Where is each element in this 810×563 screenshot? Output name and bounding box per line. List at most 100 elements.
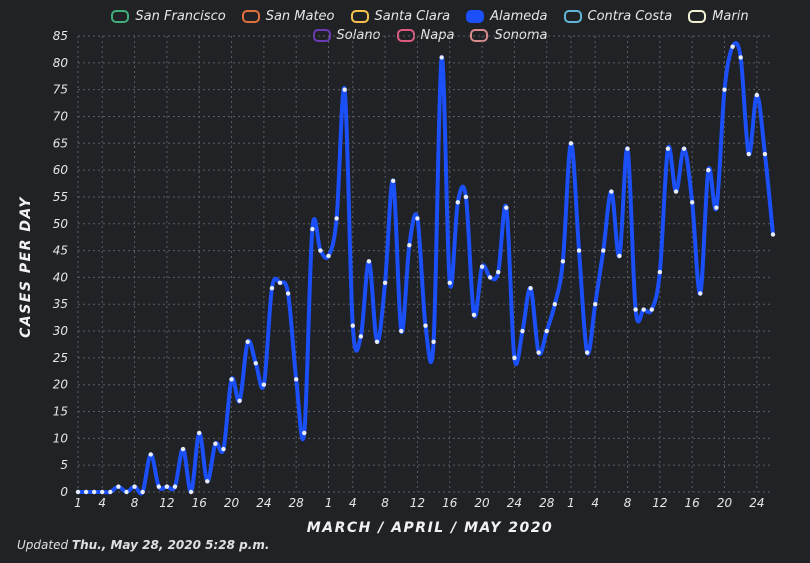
x-tick-label: 16: [442, 496, 458, 510]
data-point: [762, 151, 768, 157]
data-point: [180, 446, 186, 452]
data-point: [326, 253, 331, 259]
data-point: [463, 194, 469, 200]
data-point: [108, 489, 113, 495]
x-tick-label: 1: [567, 496, 575, 510]
y-tick-label: 10: [53, 431, 69, 445]
data-point: [544, 328, 549, 334]
legend: San Francisco San Mateo Santa Clara Alameda…: [70, 9, 790, 43]
data-point: [116, 484, 121, 489]
data-point: [601, 248, 606, 253]
data-point: [148, 452, 153, 457]
data-point: [649, 307, 654, 312]
y-axis-ticks: 0 5 10 15 20 25 30 35 40 45 50 55 60 65 70 75 80 85: [53, 29, 69, 499]
y-tick-label: 5: [60, 458, 68, 472]
data-point: [237, 398, 242, 403]
data-point: [366, 259, 372, 264]
y-axis-label: CASES PER DAY: [18, 196, 34, 338]
legend-item-san-francisco[interactable]: San Francisco: [111, 9, 226, 24]
data-point: [754, 92, 760, 98]
y-tick-label: 55: [53, 190, 68, 204]
y-tick-label: 15: [53, 405, 68, 419]
data-point: [213, 441, 218, 446]
x-tick-label: 20: [224, 496, 240, 510]
data-point: [625, 146, 630, 151]
data-point: [439, 55, 444, 60]
legend-item-sonoma[interactable]: Sonoma: [470, 28, 547, 43]
legend-item-santa-clara[interactable]: Santa Clara: [350, 9, 450, 24]
data-point: [253, 361, 258, 366]
footer-prefix: Updated: [17, 538, 72, 552]
x-tick-label: 1: [74, 496, 82, 510]
y-tick-label: 75: [53, 83, 68, 97]
data-point: [714, 205, 719, 210]
legend-swatch: [470, 29, 489, 42]
data-point: [479, 264, 485, 269]
data-point: [665, 146, 671, 151]
legend-item-san-mateo[interactable]: San Mateo: [241, 9, 335, 24]
data-point: [91, 489, 97, 495]
legend-item-marin[interactable]: Marin: [688, 9, 749, 24]
data-point: [407, 243, 412, 248]
data-point: [269, 285, 275, 291]
x-tick-label: 8: [624, 496, 632, 510]
data-point: [293, 377, 299, 382]
x-tick-label: 12: [410, 496, 425, 510]
data-point: [205, 479, 210, 484]
data-point: [374, 339, 380, 344]
legend-swatch: [241, 10, 260, 23]
legend-label: Sonoma: [494, 28, 548, 43]
data-point: [399, 328, 404, 334]
data-point: [342, 87, 347, 92]
data-point: [124, 489, 129, 495]
data-point: [641, 307, 646, 312]
data-point: [512, 355, 517, 361]
legend-item-alameda[interactable]: Alameda: [466, 9, 548, 24]
y-tick-label: 30: [53, 324, 69, 338]
legend-label: Marin: [712, 9, 749, 24]
data-point: [390, 178, 396, 184]
x-tick-label: 4: [98, 496, 106, 510]
y-tick-label: 80: [53, 56, 69, 70]
data-point: [617, 253, 622, 259]
data-point: [172, 484, 178, 489]
legend-item-contra-costa[interactable]: Contra Costa: [563, 9, 672, 24]
data-point: [261, 382, 267, 387]
x-tick-label: 8: [381, 496, 389, 510]
data-point: [277, 280, 283, 285]
data-point: [302, 430, 307, 436]
data-point: [229, 377, 234, 382]
y-tick-label: 35: [53, 297, 68, 311]
data-point: [164, 484, 170, 489]
data-point: [746, 151, 751, 157]
data-point: [576, 248, 582, 253]
data-point: [431, 339, 436, 344]
data-point: [657, 269, 663, 275]
x-tick-label: 1: [325, 496, 333, 510]
x-tick-label: 16: [685, 496, 701, 510]
y-tick-label: 60: [53, 163, 69, 177]
x-tick-label: 4: [349, 496, 357, 510]
legend-label: Alameda: [490, 9, 548, 24]
chart-grid: [77, 35, 773, 493]
x-axis-ticks: 1 4 8 12 16 20 24 28 1 4 8 12 16 20 24 28 1 4 8 12 16 20 24: [74, 496, 764, 510]
data-point: [673, 189, 679, 194]
x-tick-label: 24: [507, 496, 522, 510]
data-point: [455, 200, 461, 205]
data-point: [132, 484, 137, 489]
data-point: [334, 216, 339, 221]
y-tick-label: 25: [53, 351, 68, 365]
data-point: [568, 141, 574, 146]
data-points: [75, 44, 776, 495]
x-tick-label: 12: [159, 496, 174, 510]
y-tick-label: 50: [53, 217, 69, 231]
data-point: [285, 291, 291, 296]
legend-swatch: [111, 10, 130, 23]
data-point: [681, 146, 687, 151]
data-point: [770, 232, 776, 237]
y-tick-label: 65: [53, 136, 68, 150]
data-point: [75, 489, 81, 495]
data-point: [633, 307, 638, 312]
data-point: [245, 339, 250, 344]
